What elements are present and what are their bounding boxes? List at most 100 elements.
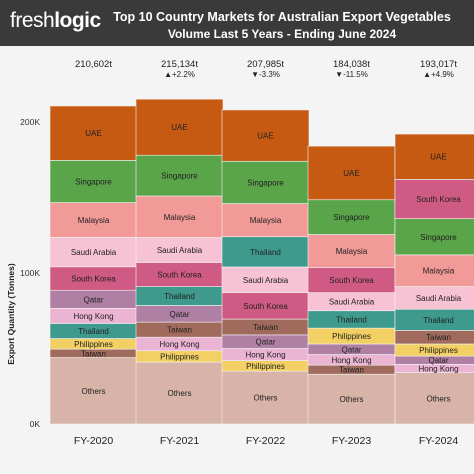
segment-label-others-fy-2023: Others [339,395,363,404]
segment-label-singapore-fy-2021: Singapore [161,172,198,181]
total-label-fy-2020: 210,602t [75,59,112,70]
segment-label-singapore-fy-2023: Singapore [333,213,370,222]
segment-label-uae-fy-2024: UAE [430,153,446,162]
segment-label-south-korea-fy-2023: South Korea [329,276,374,285]
segment-label-south-korea-fy-2024: South Korea [416,195,461,204]
segment-label-saudi-arabia-fy-2022: Saudi Arabia [243,276,289,285]
segment-label-singapore-fy-2020: Singapore [75,177,112,186]
bar-segment-others-fy-2023 [307,373,396,425]
bar-segment-saudi-arabia-fy-2021 [135,237,224,263]
logo-text-bold: logic [54,9,101,32]
x-tick-label-fy-2024: FY-2024 [419,435,458,447]
y-axis-title: Export Quantity (Tonnes) [6,263,16,365]
bar-segment-others-fy-2024 [394,372,474,425]
segment-label-saudi-arabia-fy-2024: Saudi Arabia [416,294,462,303]
segment-label-malaysia-fy-2022: Malaysia [250,216,282,225]
bar-segment-malaysia-fy-2021 [135,195,224,238]
change-label-fy-2024: ▲+4.9% [423,70,454,79]
segment-label-philippines-fy-2020: Philippines [74,340,113,349]
y-tick-label-0k: 0K [30,419,41,429]
segment-label-hong-kong-fy-2022: Hong Kong [245,351,285,360]
segment-label-others-fy-2020: Others [81,387,105,396]
segment-label-uae-fy-2021: UAE [171,123,187,132]
segment-label-taiwan-fy-2024: Taiwan [426,333,451,342]
segment-label-malaysia-fy-2020: Malaysia [78,216,110,225]
freshlogic-logo: freshlogic [10,9,101,33]
segment-label-hong-kong-fy-2024: Hong Kong [418,365,458,374]
segment-label-saudi-arabia-fy-2020: Saudi Arabia [71,248,117,257]
change-label-fy-2022: ▼-3.3% [251,70,280,79]
segment-label-thailand-fy-2020: Thailand [78,327,109,336]
chart-title: Top 10 Country Markets for Australian Ex… [113,10,451,24]
segment-label-taiwan-fy-2020: Taiwan [81,349,106,358]
segment-label-uae-fy-2023: UAE [343,169,359,178]
total-label-fy-2024: 193,017t [420,59,457,70]
bar-segment-singapore-fy-2024 [394,218,474,256]
bar-segment-others-fy-2021 [135,361,224,425]
segment-label-hong-kong-fy-2021: Hong Kong [159,340,199,349]
bar-segment-malaysia-fy-2023 [307,234,396,269]
segment-label-singapore-fy-2022: Singapore [247,178,284,187]
segment-label-qatar-fy-2021: Qatar [169,310,189,319]
segment-label-qatar-fy-2023: Qatar [341,345,361,354]
segment-label-taiwan-fy-2022: Taiwan [253,323,278,332]
segment-label-philippines-fy-2024: Philippines [419,346,458,355]
bar-segment-uae-fy-2022 [221,109,310,162]
bar-segment-saudi-arabia-fy-2022 [221,266,310,293]
segment-label-thailand-fy-2022: Thailand [250,248,281,257]
bar-segment-others-fy-2022 [221,370,310,425]
segment-label-taiwan-fy-2021: Taiwan [167,326,192,335]
bar-segment-singapore-fy-2021 [135,154,224,197]
bar-segment-malaysia-fy-2022 [221,203,310,238]
x-tick-label-fy-2022: FY-2022 [246,435,285,447]
segment-label-south-korea-fy-2021: South Korea [157,271,202,280]
change-label-fy-2023: ▼-11.5% [335,70,368,79]
bar-segment-others-fy-2020 [49,357,138,425]
segment-label-taiwan-fy-2023: Taiwan [339,366,364,375]
bar-segment-uae-fy-2021 [135,98,224,156]
segment-label-malaysia-fy-2024: Malaysia [423,267,455,276]
bar-segment-uae-fy-2023 [307,145,396,201]
x-tick-label-fy-2021: FY-2021 [160,435,199,447]
bar-segment-malaysia-fy-2020 [49,202,138,238]
bar-segment-singapore-fy-2022 [221,160,310,204]
bar-segment-saudi-arabia-fy-2020 [49,237,138,268]
change-label-fy-2021: ▲+2.2% [164,70,195,79]
bar-segment-thailand-fy-2022 [221,236,310,268]
bar-segment-south-korea-fy-2021 [135,262,224,287]
segment-label-qatar-fy-2022: Qatar [255,338,275,347]
segment-label-south-korea-fy-2022: South Korea [243,302,288,311]
segment-label-saudi-arabia-fy-2021: Saudi Arabia [157,246,203,255]
x-tick-label-fy-2023: FY-2023 [332,435,371,447]
segment-label-thailand-fy-2024: Thailand [423,316,454,325]
segment-label-singapore-fy-2024: Singapore [420,233,457,242]
bar-segment-uae-fy-2024 [394,133,474,180]
bar-segment-south-korea-fy-2022 [221,292,310,320]
segment-label-philippines-fy-2023: Philippines [332,332,371,341]
segment-label-others-fy-2024: Others [426,394,450,403]
bar-segment-south-korea-fy-2023 [307,267,396,293]
chart-subtitle: Volume Last 5 Years - Ending June 2024 [167,27,397,41]
segment-label-malaysia-fy-2023: Malaysia [336,247,368,256]
segment-label-philippines-fy-2022: Philippines [246,362,285,371]
segment-label-qatar-fy-2020: Qatar [83,295,103,304]
y-tick-label-100k: 100K [20,268,40,278]
logo-text-regular: fresh [10,9,55,32]
bar-segment-uae-fy-2020 [49,105,138,161]
segment-label-others-fy-2021: Others [167,389,191,398]
header-bar: freshlogic Top 10 Country Markets for Au… [0,0,474,46]
bar-segment-singapore-fy-2020 [49,160,138,203]
segment-label-south-korea-fy-2020: South Korea [71,275,116,284]
segment-label-thailand-fy-2023: Thailand [336,315,367,324]
x-tick-label-fy-2020: FY-2020 [74,435,113,447]
stacked-bar-chart: Export Quantity (Tonnes) 0K 100K 200K Others… [6,59,474,447]
segment-label-saudi-arabia-fy-2023: Saudi Arabia [329,298,375,307]
y-tick-label-200k: 200K [20,117,40,127]
segment-label-qatar-fy-2024: Qatar [428,356,448,365]
segment-label-uae-fy-2022: UAE [257,132,273,141]
segment-label-malaysia-fy-2021: Malaysia [164,213,196,222]
segment-label-uae-fy-2020: UAE [85,129,101,138]
segment-label-thailand-fy-2021: Thailand [164,292,195,301]
total-label-fy-2021: 215,134t [161,59,198,70]
segment-label-philippines-fy-2021: Philippines [160,352,199,361]
